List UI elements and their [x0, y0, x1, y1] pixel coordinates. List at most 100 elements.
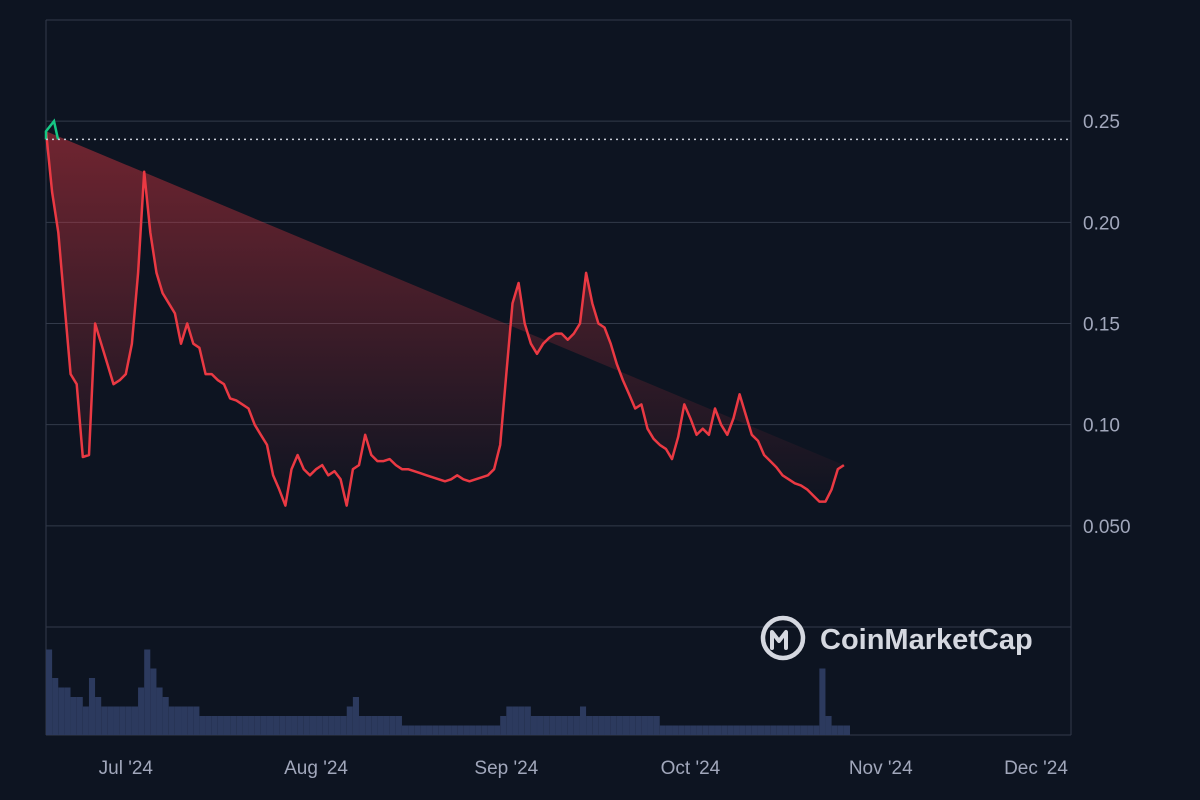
volume-bar — [119, 706, 126, 735]
volume-bar — [641, 716, 648, 735]
volume-bar — [46, 649, 53, 735]
volume-bar — [573, 716, 580, 735]
x-axis-tick-labels: Jul '24 Aug '24 Sep '24 Oct '24 Nov '24 Dec '… — [99, 758, 1069, 779]
volume-bar — [193, 706, 200, 735]
volume-bar — [125, 706, 132, 735]
volume-bar — [549, 716, 556, 735]
coinmarketcap-logo: CoinMarketCap — [760, 615, 1033, 661]
volume-bar — [586, 716, 593, 735]
volume-bar — [616, 716, 623, 735]
volume-bar — [359, 716, 366, 735]
volume-bar — [715, 725, 722, 735]
volume-bar — [678, 725, 685, 735]
volume-bar — [334, 716, 341, 735]
volume-bar — [230, 716, 237, 735]
volume-bar — [432, 725, 439, 735]
volume-bar — [831, 725, 838, 735]
volume-bar — [506, 706, 513, 735]
volume-bar — [487, 725, 495, 735]
volume-bar — [82, 706, 89, 735]
volume-bar — [291, 716, 298, 735]
volume-bar — [530, 716, 537, 735]
volume-bar — [236, 716, 243, 735]
x-tick-label: Dec '24 — [1004, 758, 1068, 779]
volume-bar — [739, 725, 746, 735]
volume-bar — [807, 725, 814, 735]
x-tick-label: Sep '24 — [474, 758, 538, 779]
volume-bar — [604, 716, 611, 735]
volume-bar — [211, 716, 218, 735]
volume-bar — [205, 716, 212, 735]
volume-bar — [745, 725, 752, 735]
volume-bar — [543, 716, 550, 735]
x-tick-label: Nov '24 — [849, 758, 913, 779]
volume-bar — [52, 678, 59, 735]
volume-bar — [733, 725, 740, 735]
volume-bar — [690, 725, 697, 735]
volume-bar — [469, 725, 476, 735]
volume-bar — [684, 725, 691, 735]
volume-bar — [70, 697, 77, 735]
volume-bar — [800, 725, 808, 735]
volume-bar — [168, 706, 175, 735]
volume-bar — [113, 706, 120, 735]
volume-bar — [598, 716, 605, 735]
volume-bar — [518, 706, 525, 735]
volume-bar — [481, 725, 488, 735]
volume-bar — [451, 725, 458, 735]
volume-bar — [420, 725, 427, 735]
volume-bar — [794, 725, 801, 735]
volume-bar — [579, 706, 587, 735]
volume-bar — [837, 725, 844, 735]
volume-bar — [696, 725, 703, 735]
volume-bar — [223, 716, 231, 735]
volume-bar — [266, 716, 274, 735]
volume-bar — [555, 716, 562, 735]
volume-bar — [297, 716, 304, 735]
volume-bar — [653, 716, 660, 735]
volume-bar — [95, 697, 102, 735]
volume-bar — [88, 678, 96, 735]
y-axis-tick-labels: 0.25 0.20 0.15 0.10 0.050 — [1083, 112, 1131, 538]
volume-bar — [64, 687, 71, 735]
volume-bar — [444, 725, 452, 735]
volume-bar — [181, 706, 188, 735]
volume-bar — [58, 687, 65, 735]
volume-bar — [702, 725, 709, 735]
volume-bar — [138, 687, 145, 735]
volume-bar — [494, 725, 501, 735]
volume-bar — [377, 716, 384, 735]
volume-bar — [389, 716, 396, 735]
y-tick-label: 0.25 — [1083, 112, 1120, 133]
volume-bar — [174, 706, 181, 735]
volume-bar — [764, 725, 771, 735]
volume-bar — [371, 716, 378, 735]
volume-bar — [408, 725, 415, 735]
volume-bar — [843, 725, 851, 735]
price-line-path — [44, 131, 845, 507]
volume-bar — [665, 725, 673, 735]
volume-bar — [672, 725, 679, 735]
volume-bar — [524, 706, 531, 735]
price-line — [44, 118, 845, 507]
volume-bar — [635, 716, 642, 735]
volume-bar — [813, 725, 820, 735]
x-tick-label: Aug '24 — [284, 758, 348, 779]
volume-bars — [46, 649, 851, 735]
volume-bar — [322, 716, 329, 735]
volume-bar — [721, 725, 728, 735]
volume-bar — [457, 725, 464, 735]
volume-bar — [757, 725, 765, 735]
volume-bar — [156, 687, 163, 735]
y-tick-label: 0.10 — [1083, 416, 1120, 437]
volume-bar — [162, 697, 169, 735]
volume-bar — [727, 725, 734, 735]
volume-bar — [309, 716, 317, 735]
price-area — [46, 131, 844, 506]
volume-bar — [610, 716, 617, 735]
volume-bar — [770, 725, 777, 735]
volume-bar — [199, 716, 206, 735]
x-tick-label: Jul '24 — [99, 758, 154, 779]
volume-bar — [567, 716, 574, 735]
